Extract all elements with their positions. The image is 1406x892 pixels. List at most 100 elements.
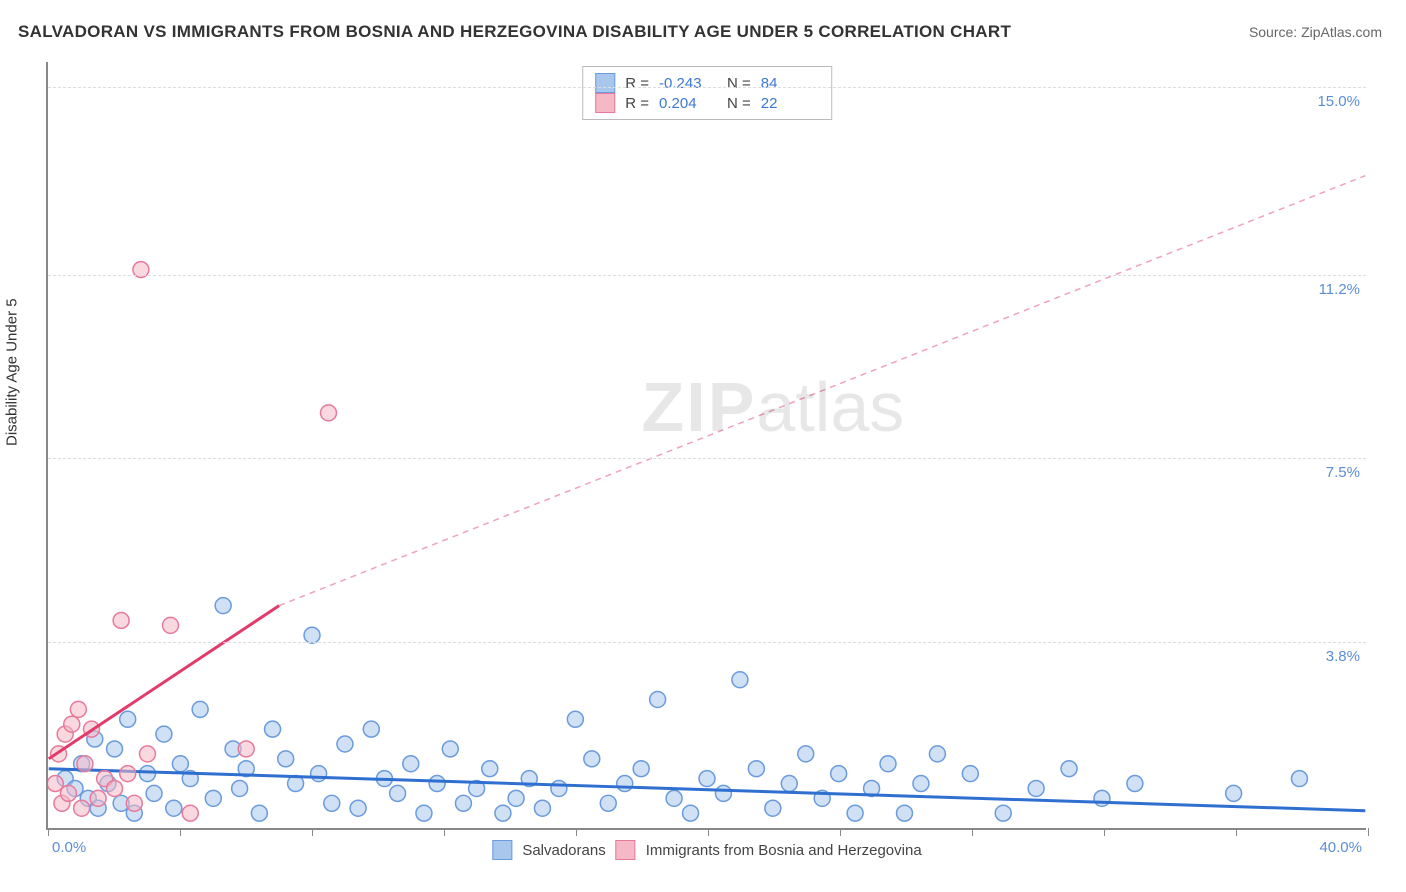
x-tick bbox=[576, 828, 577, 836]
data-point bbox=[567, 711, 583, 727]
x-tick bbox=[180, 828, 181, 836]
y-axis-title: Disability Age Under 5 bbox=[4, 298, 21, 446]
data-point bbox=[732, 672, 748, 688]
data-point bbox=[390, 785, 406, 801]
x-tick bbox=[972, 828, 973, 836]
data-point bbox=[60, 785, 76, 801]
data-point bbox=[311, 766, 327, 782]
x-tick bbox=[444, 828, 445, 836]
data-point bbox=[163, 617, 179, 633]
data-point bbox=[650, 692, 666, 708]
data-point bbox=[107, 780, 123, 796]
y-tick-label: 3.8% bbox=[1326, 648, 1360, 665]
data-point bbox=[192, 701, 208, 717]
legend-r-label: R = bbox=[625, 95, 649, 112]
chart-container: SALVADORAN VS IMMIGRANTS FROM BOSNIA AND… bbox=[0, 0, 1406, 892]
data-point bbox=[913, 776, 929, 792]
legend-row: R =-0.243N =84 bbox=[595, 73, 819, 93]
data-point bbox=[495, 805, 511, 821]
plot-area: R =-0.243N =84R =0.204N =22 ZIPatlas Sal… bbox=[46, 62, 1366, 830]
data-point bbox=[139, 766, 155, 782]
x-tick bbox=[1236, 828, 1237, 836]
data-point bbox=[534, 800, 550, 816]
data-point bbox=[324, 795, 340, 811]
x-tick bbox=[840, 828, 841, 836]
data-point bbox=[897, 805, 913, 821]
data-point bbox=[847, 805, 863, 821]
legend-swatch bbox=[595, 73, 615, 93]
data-point bbox=[683, 805, 699, 821]
data-point bbox=[1127, 776, 1143, 792]
source-label: Source: ZipAtlas.com bbox=[1249, 24, 1382, 40]
legend-n-label: N = bbox=[727, 75, 751, 92]
chart-title: SALVADORAN VS IMMIGRANTS FROM BOSNIA AND… bbox=[18, 22, 1011, 42]
data-point bbox=[74, 800, 90, 816]
data-point bbox=[551, 780, 567, 796]
data-point bbox=[77, 756, 93, 772]
gridline bbox=[48, 642, 1366, 643]
x-tick bbox=[48, 828, 49, 836]
data-point bbox=[666, 790, 682, 806]
data-point bbox=[880, 756, 896, 772]
data-point bbox=[715, 785, 731, 801]
gridline bbox=[48, 458, 1366, 459]
data-point bbox=[962, 766, 978, 782]
data-point bbox=[146, 785, 162, 801]
data-point bbox=[205, 790, 221, 806]
data-point bbox=[633, 761, 649, 777]
data-point bbox=[442, 741, 458, 757]
y-tick-label: 11.2% bbox=[1319, 281, 1360, 298]
data-point bbox=[139, 746, 155, 762]
data-point bbox=[232, 780, 248, 796]
x-tick-label: 0.0% bbox=[52, 839, 86, 856]
data-point bbox=[1226, 785, 1242, 801]
legend-r-value: -0.243 bbox=[659, 75, 717, 92]
data-point bbox=[699, 771, 715, 787]
scatter-svg bbox=[48, 62, 1366, 828]
legend-series-label: Immigrants from Bosnia and Herzegovina bbox=[646, 842, 922, 859]
data-point bbox=[1061, 761, 1077, 777]
data-point bbox=[748, 761, 764, 777]
correlation-legend: R =-0.243N =84R =0.204N =22 bbox=[582, 66, 832, 120]
data-point bbox=[172, 756, 188, 772]
data-point bbox=[429, 776, 445, 792]
data-point bbox=[90, 790, 106, 806]
data-point bbox=[482, 761, 498, 777]
x-tick bbox=[708, 828, 709, 836]
data-point bbox=[64, 716, 80, 732]
data-point bbox=[508, 790, 524, 806]
data-point bbox=[831, 766, 847, 782]
data-point bbox=[107, 741, 123, 757]
data-point bbox=[765, 800, 781, 816]
data-point bbox=[798, 746, 814, 762]
data-point bbox=[455, 795, 471, 811]
legend-n-value: 22 bbox=[761, 95, 819, 112]
data-point bbox=[617, 776, 633, 792]
data-point bbox=[781, 776, 797, 792]
data-point bbox=[350, 800, 366, 816]
data-point bbox=[416, 805, 432, 821]
data-point bbox=[1291, 771, 1307, 787]
legend-series-label: Salvadorans bbox=[522, 842, 605, 859]
data-point bbox=[215, 598, 231, 614]
legend-swatch bbox=[492, 840, 512, 860]
data-point bbox=[337, 736, 353, 752]
data-point bbox=[120, 766, 136, 782]
x-tick bbox=[312, 828, 313, 836]
data-point bbox=[278, 751, 294, 767]
data-point bbox=[363, 721, 379, 737]
data-point bbox=[600, 795, 616, 811]
data-point bbox=[584, 751, 600, 767]
legend-r-value: 0.204 bbox=[659, 95, 717, 112]
data-point bbox=[70, 701, 86, 717]
data-point bbox=[265, 721, 281, 737]
data-point bbox=[126, 795, 142, 811]
legend-swatch bbox=[616, 840, 636, 860]
x-tick bbox=[1368, 828, 1369, 836]
gridline bbox=[48, 87, 1366, 88]
x-tick-label: 40.0% bbox=[1319, 839, 1362, 856]
data-point bbox=[120, 711, 136, 727]
data-point bbox=[166, 800, 182, 816]
gridline bbox=[48, 275, 1366, 276]
data-point bbox=[321, 405, 337, 421]
